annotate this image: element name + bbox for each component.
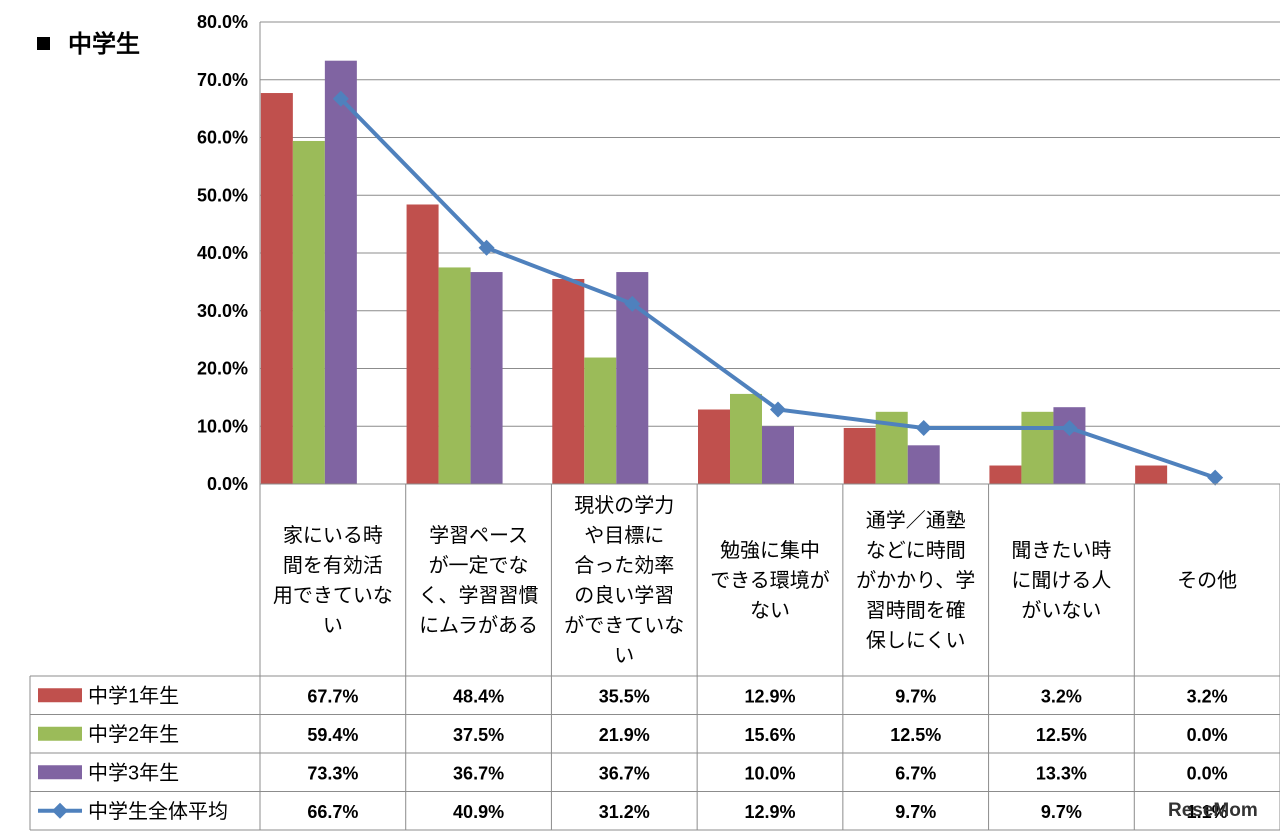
y-tick-label: 20.0% [197,359,248,379]
legend-label-3: 中学3年生 [88,761,179,784]
bar-3-4 [762,426,794,484]
y-tick-label: 70.0% [197,70,248,90]
bar-1-7 [1135,465,1168,484]
table-value-4-2: 40.9% [453,802,504,822]
category-label-7: その他 [1177,569,1237,592]
average-point-7 [1207,469,1224,486]
legend-label-2: 中学2年生 [88,723,179,746]
legend-key-3 [38,765,82,780]
title-square-icon [37,37,50,50]
legend-label-1: 中学1年生 [88,684,179,707]
category-label-1: 家にいる時間を有効活用できていない [273,524,393,637]
y-tick-label: 0.0% [207,474,248,494]
average-point-2 [478,239,495,256]
legend-key-marker [52,802,68,819]
table-value-1-3: 35.5% [599,686,650,706]
bar-3-1 [324,60,357,484]
table-value-2-7: 0.0% [1187,725,1228,745]
legend-key-1 [38,688,82,703]
category-label-4: 勉強に集中できる環境がない [710,539,830,622]
data-table: 家にいる時間を有効活用できていない学習ペースが一定でなく、学習習慣にムラがある現… [29,483,1280,831]
y-tick-label: 30.0% [197,301,248,321]
bar-3-2 [470,272,503,484]
table-value-1-5: 9.7% [895,686,936,706]
table-value-1-6: 3.2% [1041,686,1082,706]
table-value-3-7: 0.0% [1187,763,1228,783]
bar-1-2 [406,204,439,485]
category-label-5: 通学／通塾などに時間がかかり、学習時間を確保しにくい [856,509,975,652]
y-tick-label: 10.0% [197,416,248,436]
y-tick-label: 40.0% [197,243,248,263]
bar-3-5 [907,445,940,484]
bar-2-2 [438,267,471,484]
table-value-1-2: 48.4% [453,686,504,706]
category-label-2: 学習ペースが一定でなく、学習習慣にムラがある [419,524,539,637]
table-value-1-4: 12.9% [744,686,795,706]
average-point-6 [1061,419,1078,436]
category-label-6: 聞きたい時に聞ける人がいない [1011,539,1111,622]
average-point-5 [915,419,932,436]
y-tick-label: 60.0% [197,128,248,148]
y-tick-label: 80.0% [197,12,248,32]
bar-1-6 [989,465,1022,484]
average-point-1 [332,90,349,107]
table-value-4-4: 12.9% [744,802,795,822]
table-value-2-5: 12.5% [890,725,941,745]
bars [260,60,1168,485]
y-axis-ticks: 0.0% 10.0% 20.0% 30.0% 40.0% 50.0% 60.0% 70.0% 8… [197,12,248,494]
average-point-3 [624,295,641,312]
bar-3-6 [1053,407,1086,484]
table-value-3-1: 73.3% [307,763,358,783]
table-value-2-1: 59.4% [307,725,358,745]
bar-1-1 [260,93,293,484]
table-value-2-2: 37.5% [453,725,504,745]
bar-2-4 [730,393,762,484]
chart-title-group: 中学生 [37,30,140,58]
table-value-2-3: 21.9% [599,725,650,745]
y-tick-label: 50.0% [197,185,248,205]
table-value-2-4: 15.6% [744,725,795,745]
table-value-3-3: 36.7% [599,763,650,783]
table-value-4-1: 66.7% [307,802,358,822]
bar-1-5 [843,427,876,484]
table-value-3-6: 13.3% [1036,763,1087,783]
bar-1-3 [552,278,585,484]
chart-title: 中学生 [68,30,140,58]
bar-2-6 [1021,411,1054,484]
table-value-4-5: 9.7% [895,802,936,822]
table-value-1-7: 3.2% [1187,686,1228,706]
category-label-3: 現状の学力や目標に合った効率の良い学習ができていない [564,494,684,667]
watermark-logo: ReseMom [1168,800,1258,821]
table-value-3-5: 6.7% [895,763,936,783]
average-line [332,90,1224,486]
table-value-3-2: 36.7% [453,763,504,783]
bar-2-1 [292,140,325,484]
bar-2-3 [584,357,617,484]
table-value-2-6: 12.5% [1036,725,1087,745]
bar-1-4 [698,409,730,484]
average-point-4 [770,401,786,418]
table-value-4-3: 31.2% [599,802,650,822]
legend-key-2 [38,726,82,741]
legend-label-4: 中学生全体平均 [88,800,228,823]
table-value-3-4: 10.0% [744,763,795,783]
table-value-4-6: 9.7% [1041,802,1082,822]
table-value-4-7: 1.1% [1187,802,1228,822]
table-value-1-1: 67.7% [307,686,358,706]
